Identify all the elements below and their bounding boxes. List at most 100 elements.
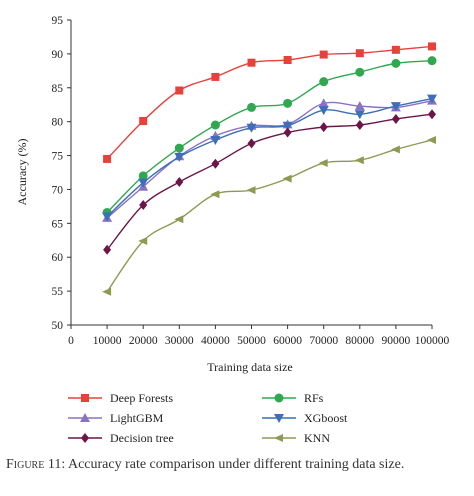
- line-chart: 50 55 60 65 70 75 80 85 90 95 0 10000 20000 30000 4000…: [15, 15, 450, 445]
- data-point: [282, 121, 293, 131]
- data-point: [175, 86, 184, 95]
- x-tick-label: 40000: [201, 335, 230, 347]
- data-point: [318, 159, 328, 168]
- y-tick-label: 55: [52, 286, 64, 298]
- data-point: [354, 110, 365, 120]
- data-point: [283, 127, 292, 138]
- legend-item: XGboost: [262, 411, 348, 425]
- data-point: [247, 58, 256, 67]
- data-point: [390, 145, 400, 154]
- series-line: [106, 99, 433, 219]
- data-point: [391, 45, 400, 54]
- data-point: [210, 135, 221, 145]
- chart-legend: Deep Forests RFs LightGBM XGboost Decision t…: [68, 391, 348, 445]
- y-tick-label: 75: [52, 151, 64, 163]
- data-point: [354, 156, 364, 165]
- data-point: [319, 50, 328, 59]
- legend-item: Decision tree: [68, 431, 174, 445]
- series-line: [106, 59, 433, 213]
- legend-marker: [274, 393, 284, 403]
- y-tick-label: 95: [52, 15, 64, 27]
- data-point: [428, 109, 436, 120]
- series-line: [106, 139, 433, 293]
- legend-label: RFs: [304, 391, 324, 405]
- data-point: [318, 106, 329, 116]
- data-point: [427, 94, 437, 104]
- data-point: [354, 101, 365, 111]
- legend-item: RFs: [262, 391, 324, 405]
- x-tick-label: 100000: [415, 335, 450, 347]
- x-tick-label: 30000: [165, 335, 194, 347]
- data-point: [355, 120, 364, 131]
- legend-label: XGboost: [304, 411, 348, 425]
- series-layer: [102, 42, 437, 296]
- x-tick-label: 90000: [382, 335, 411, 347]
- legend-item: Deep Forests: [68, 391, 173, 405]
- chart-axes: 50 55 60 65 70 75 80 85 90 95 0 10000 20000 30000 4000…: [52, 15, 450, 347]
- legend-label: Decision tree: [110, 431, 174, 445]
- y-tick-label: 70: [52, 184, 64, 196]
- data-point: [139, 200, 148, 211]
- y-tick-label: 80: [52, 117, 64, 129]
- data-point: [391, 113, 400, 124]
- legend-marker: [80, 413, 90, 422]
- x-tick-label: 20000: [129, 335, 158, 347]
- legend-label: LightGBM: [110, 411, 164, 425]
- y-tick-label: 65: [52, 218, 64, 230]
- data-point: [282, 174, 292, 183]
- data-point: [427, 135, 436, 144]
- series-xgboost: [102, 94, 437, 222]
- legend-item: LightGBM: [68, 411, 164, 425]
- x-tick-label: 0: [68, 335, 74, 347]
- data-point: [139, 116, 148, 125]
- legend-marker: [274, 414, 284, 423]
- data-point: [103, 154, 112, 163]
- data-point: [174, 152, 185, 162]
- x-tick-label: 50000: [237, 335, 266, 347]
- data-point: [210, 190, 220, 199]
- data-point: [390, 102, 401, 112]
- series-line: [106, 45, 433, 160]
- data-point: [355, 67, 365, 77]
- x-tick-label: 80000: [345, 335, 374, 347]
- x-tick-label: 60000: [273, 335, 302, 347]
- data-point: [318, 98, 329, 108]
- data-point: [428, 42, 436, 51]
- series-decision-tree: [103, 109, 436, 255]
- data-point: [283, 98, 293, 108]
- data-point: [102, 212, 113, 222]
- data-point: [247, 138, 256, 149]
- y-tick-label: 50: [52, 320, 64, 332]
- data-point: [103, 244, 112, 255]
- legend-marker: [274, 434, 283, 442]
- legend-item: KNN: [262, 431, 330, 445]
- series-lightgbm: [102, 95, 437, 222]
- data-point: [138, 171, 148, 181]
- data-point: [211, 72, 220, 81]
- y-tick-label: 60: [52, 252, 64, 264]
- y-tick-label: 90: [52, 49, 64, 61]
- data-point: [174, 215, 184, 224]
- caption-text: Accuracy rate comparison under different…: [67, 457, 405, 472]
- caption-label: Figure 11:: [6, 457, 66, 472]
- figure-caption: Figure 11: Accuracy rate comparison unde…: [6, 456, 470, 474]
- data-point: [319, 77, 329, 87]
- legend-marker: [81, 433, 89, 443]
- y-tick-label: 85: [52, 83, 64, 95]
- series-line: [106, 97, 433, 218]
- data-point: [319, 122, 328, 133]
- data-point: [427, 56, 437, 66]
- data-point: [283, 55, 292, 64]
- data-point: [391, 58, 401, 68]
- series-line: [106, 113, 433, 251]
- y-axis-title: Accuracy (%): [15, 139, 29, 206]
- data-point: [138, 236, 148, 245]
- data-point: [246, 123, 257, 133]
- series-deep-forests: [103, 42, 436, 163]
- x-tick-label: 70000: [309, 335, 338, 347]
- data-point: [102, 287, 112, 296]
- data-point: [355, 49, 364, 58]
- data-point: [175, 176, 184, 187]
- data-point: [211, 158, 220, 169]
- series-knn: [102, 135, 436, 296]
